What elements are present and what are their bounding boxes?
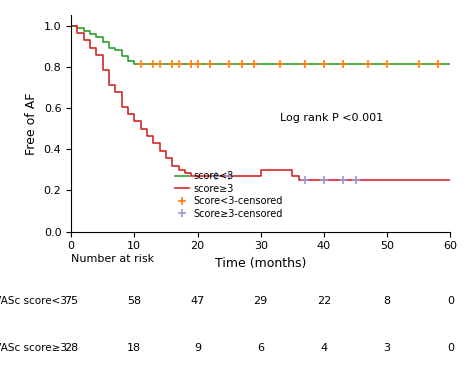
Text: 18: 18 — [127, 343, 141, 353]
Text: 0: 0 — [447, 296, 454, 306]
Point — [339, 61, 346, 67]
Point — [301, 177, 309, 183]
Text: 75: 75 — [64, 296, 78, 306]
Point — [238, 61, 246, 67]
Y-axis label: Free of AF: Free of AF — [25, 92, 38, 155]
Point — [339, 177, 346, 183]
Text: Number at risk: Number at risk — [71, 254, 154, 264]
Text: CHA₂DS₂-VASc score≥3: CHA₂DS₂-VASc score≥3 — [0, 343, 67, 353]
Point — [352, 177, 359, 183]
Point — [225, 61, 233, 67]
Point — [187, 61, 195, 67]
Point — [137, 61, 145, 67]
Text: 8: 8 — [383, 296, 391, 306]
Point — [168, 61, 176, 67]
Text: 4: 4 — [320, 343, 328, 353]
Point — [213, 173, 220, 179]
Text: 3: 3 — [383, 343, 391, 353]
Text: 22: 22 — [317, 296, 331, 306]
Point — [156, 61, 164, 67]
Legend: score<3, score≥3, Score<3-censored, Score≥3-censored: score<3, score≥3, Score<3-censored, Scor… — [171, 168, 286, 222]
Text: 29: 29 — [254, 296, 268, 306]
Text: 0: 0 — [447, 343, 454, 353]
Point — [383, 61, 391, 67]
Point — [251, 61, 258, 67]
Point — [175, 61, 182, 67]
Text: 28: 28 — [64, 343, 78, 353]
Point — [365, 61, 372, 67]
Text: 9: 9 — [194, 343, 201, 353]
Point — [149, 61, 157, 67]
Text: Log rank P <0.001: Log rank P <0.001 — [280, 113, 383, 124]
Point — [320, 177, 328, 183]
Text: CHA₂DS₂-VASc score<3: CHA₂DS₂-VASc score<3 — [0, 296, 67, 306]
Text: 58: 58 — [127, 296, 141, 306]
Point — [206, 61, 214, 67]
Point — [320, 61, 328, 67]
Text: 6: 6 — [257, 343, 264, 353]
Point — [194, 61, 201, 67]
Point — [301, 61, 309, 67]
Text: 47: 47 — [191, 296, 205, 306]
Point — [434, 61, 441, 67]
Point — [415, 61, 422, 67]
Point — [225, 173, 233, 179]
X-axis label: Time (months): Time (months) — [215, 257, 306, 270]
Point — [276, 61, 283, 67]
